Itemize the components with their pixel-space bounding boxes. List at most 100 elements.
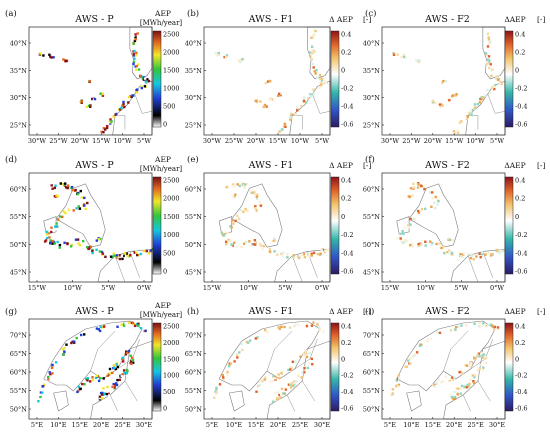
lat-tick-label: 25°N [10,122,28,130]
data-cell [238,184,241,188]
data-cell [39,391,43,394]
data-cell [303,367,306,370]
data-cell [224,56,228,59]
data-cell [491,324,494,327]
data-cell [83,383,86,386]
data-cell [255,209,258,212]
data-cell [248,240,251,243]
data-cell [289,383,292,387]
border-line [482,251,493,278]
data-cell [470,254,473,258]
data-cell [410,242,414,245]
lat-tick-label: 45°N [10,269,28,277]
lon-tick-label: 30°E [489,421,506,429]
data-cell [86,246,89,249]
lat-tick-label: 35°N [363,67,381,75]
data-cell [73,243,76,246]
data-cell [150,249,153,252]
data-cell [487,323,490,327]
lon-tick-label: 10°W [466,137,485,145]
data-cell [426,338,429,341]
data-cell [400,241,404,245]
data-cell [467,253,470,256]
data-cell [289,368,292,371]
data-cell [313,70,316,73]
colorbar-unit: [-] [537,161,545,170]
data-cell [469,378,472,381]
data-cell [81,382,84,386]
data-cell [126,254,129,258]
data-cell [45,230,49,234]
colorbar-tick-label: 0.4 [515,31,525,39]
data-cell [286,255,289,259]
data-cell [129,253,132,257]
data-cell [409,243,412,247]
data-cell [281,251,285,254]
lat-tick-label: 55°N [10,387,28,395]
data-cell [64,60,67,63]
data-cell [391,392,394,395]
data-cell [482,322,485,325]
data-cell [215,392,218,395]
data-cell [112,364,116,367]
data-cell [283,392,286,395]
colorbar-tick-label: 0 [341,67,345,75]
colorbar-tick-label: 0.4 [341,31,351,39]
data-cell [106,122,110,125]
data-cell [289,116,292,119]
data-cell [467,385,471,388]
data-cell [45,236,49,240]
data-cell [52,240,56,244]
data-cell [476,368,480,372]
data-cell [100,393,104,396]
lon-tick-label: 5°W [101,284,115,292]
data-cell [71,188,74,192]
data-cell [420,343,423,346]
data-cell [221,374,224,377]
data-cell [489,63,492,66]
data-cell [471,253,474,256]
data-cell [100,397,104,400]
data-cell [308,362,311,365]
data-cell [277,397,280,400]
data-cell [309,93,312,96]
data-cell [439,105,442,109]
data-cell [313,50,316,53]
data-cell [233,185,236,188]
data-cell [133,324,137,328]
data-cell [226,370,229,374]
data-cell [465,324,468,327]
data-cell [55,222,58,225]
data-cell [480,324,483,328]
data-cell [140,84,143,88]
data-cell [472,381,476,385]
lat-tick-label: 55°N [10,213,28,221]
colorbar-tick-label: 2500 [163,31,180,39]
panel-letter: (c) [365,8,376,19]
data-cell [120,323,123,326]
data-cell [140,86,143,90]
data-cell [241,182,244,185]
colorbar-tick-label: -0.4 [341,103,354,111]
data-cell [449,329,453,332]
data-cell [485,53,488,56]
data-cell [283,325,286,329]
lat-tick-label: 60°N [185,186,203,194]
data-cell [486,45,490,48]
lon-tick-label: 30°W [203,137,222,145]
data-cell [91,97,94,101]
data-cell [429,240,432,243]
data-cell [135,64,138,68]
panel-letter: (h) [187,306,199,317]
lon-tick-label: 10°W [291,137,310,145]
data-cell [305,101,308,104]
data-cell [398,234,402,237]
data-cell [478,101,481,104]
colorbar-title: AEP [154,301,171,310]
data-cell [318,74,322,77]
colorbar-tick-label: -0.4 [515,388,528,396]
data-cell [137,322,140,325]
data-cell [472,380,475,383]
data-cell [129,354,132,357]
data-cell [323,251,326,254]
